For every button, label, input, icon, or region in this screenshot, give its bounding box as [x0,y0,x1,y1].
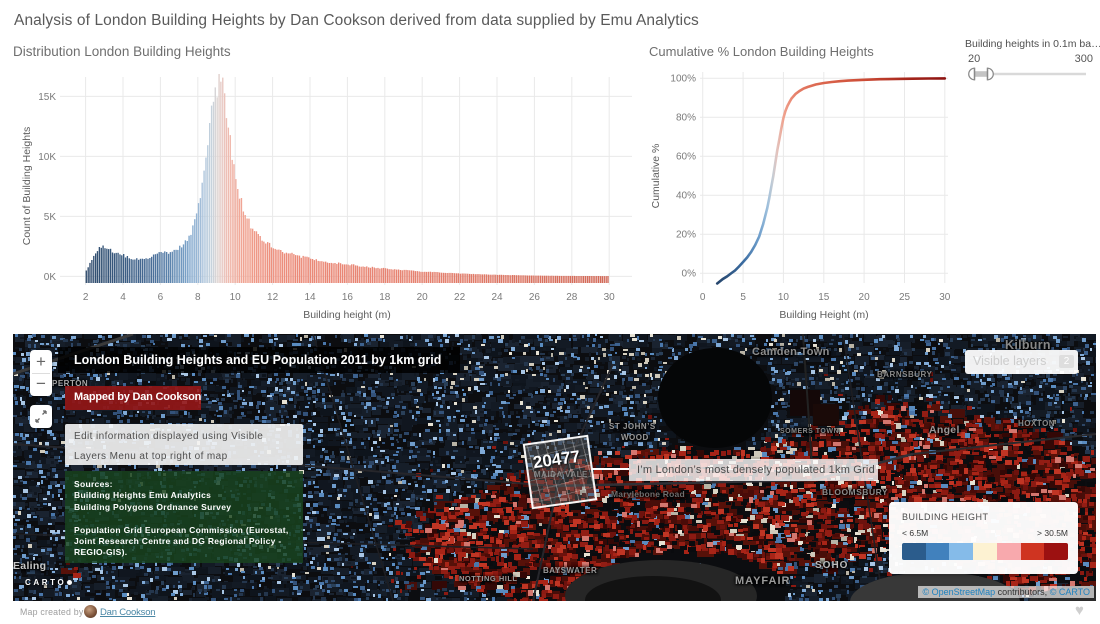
svg-text:20: 20 [417,292,429,303]
svg-text:22: 22 [454,292,466,303]
svg-text:30: 30 [939,292,951,303]
svg-text:60%: 60% [676,152,696,163]
svg-text:4: 4 [120,292,126,303]
svg-text:0: 0 [700,292,706,303]
svg-text:Count of Building Heights: Count of Building Heights [21,127,33,246]
svg-text:16: 16 [342,292,354,303]
svg-text:100%: 100% [670,74,696,85]
svg-text:2: 2 [83,292,89,303]
svg-text:14: 14 [304,292,316,303]
svg-text:10: 10 [230,292,242,303]
svg-text:80%: 80% [676,113,696,124]
svg-text:Building height (m): Building height (m) [303,309,391,321]
svg-text:300: 300 [1075,53,1093,65]
svg-text:15K: 15K [38,92,56,103]
svg-text:12: 12 [267,292,279,303]
svg-text:24: 24 [491,292,503,303]
svg-text:0%: 0% [682,269,697,280]
svg-text:10K: 10K [38,152,56,163]
svg-text:0K: 0K [44,272,57,283]
svg-text:25: 25 [899,292,911,303]
svg-text:18: 18 [379,292,391,303]
svg-text:15: 15 [818,292,830,303]
svg-text:6: 6 [158,292,164,303]
svg-text:8: 8 [195,292,201,303]
svg-text:28: 28 [566,292,578,303]
svg-text:5K: 5K [44,212,57,223]
svg-text:26: 26 [529,292,541,303]
svg-text:Cumulative %: Cumulative % [650,144,662,209]
svg-text:20: 20 [968,53,980,65]
svg-text:20%: 20% [676,230,696,241]
svg-text:30: 30 [604,292,616,303]
svg-text:5: 5 [740,292,746,303]
svg-text:40%: 40% [676,191,696,202]
svg-text:Building Height (m): Building Height (m) [779,309,868,321]
svg-text:20: 20 [859,292,871,303]
svg-text:Building heights in 0.1m ba…: Building heights in 0.1m ba… [965,38,1100,50]
svg-text:10: 10 [778,292,790,303]
